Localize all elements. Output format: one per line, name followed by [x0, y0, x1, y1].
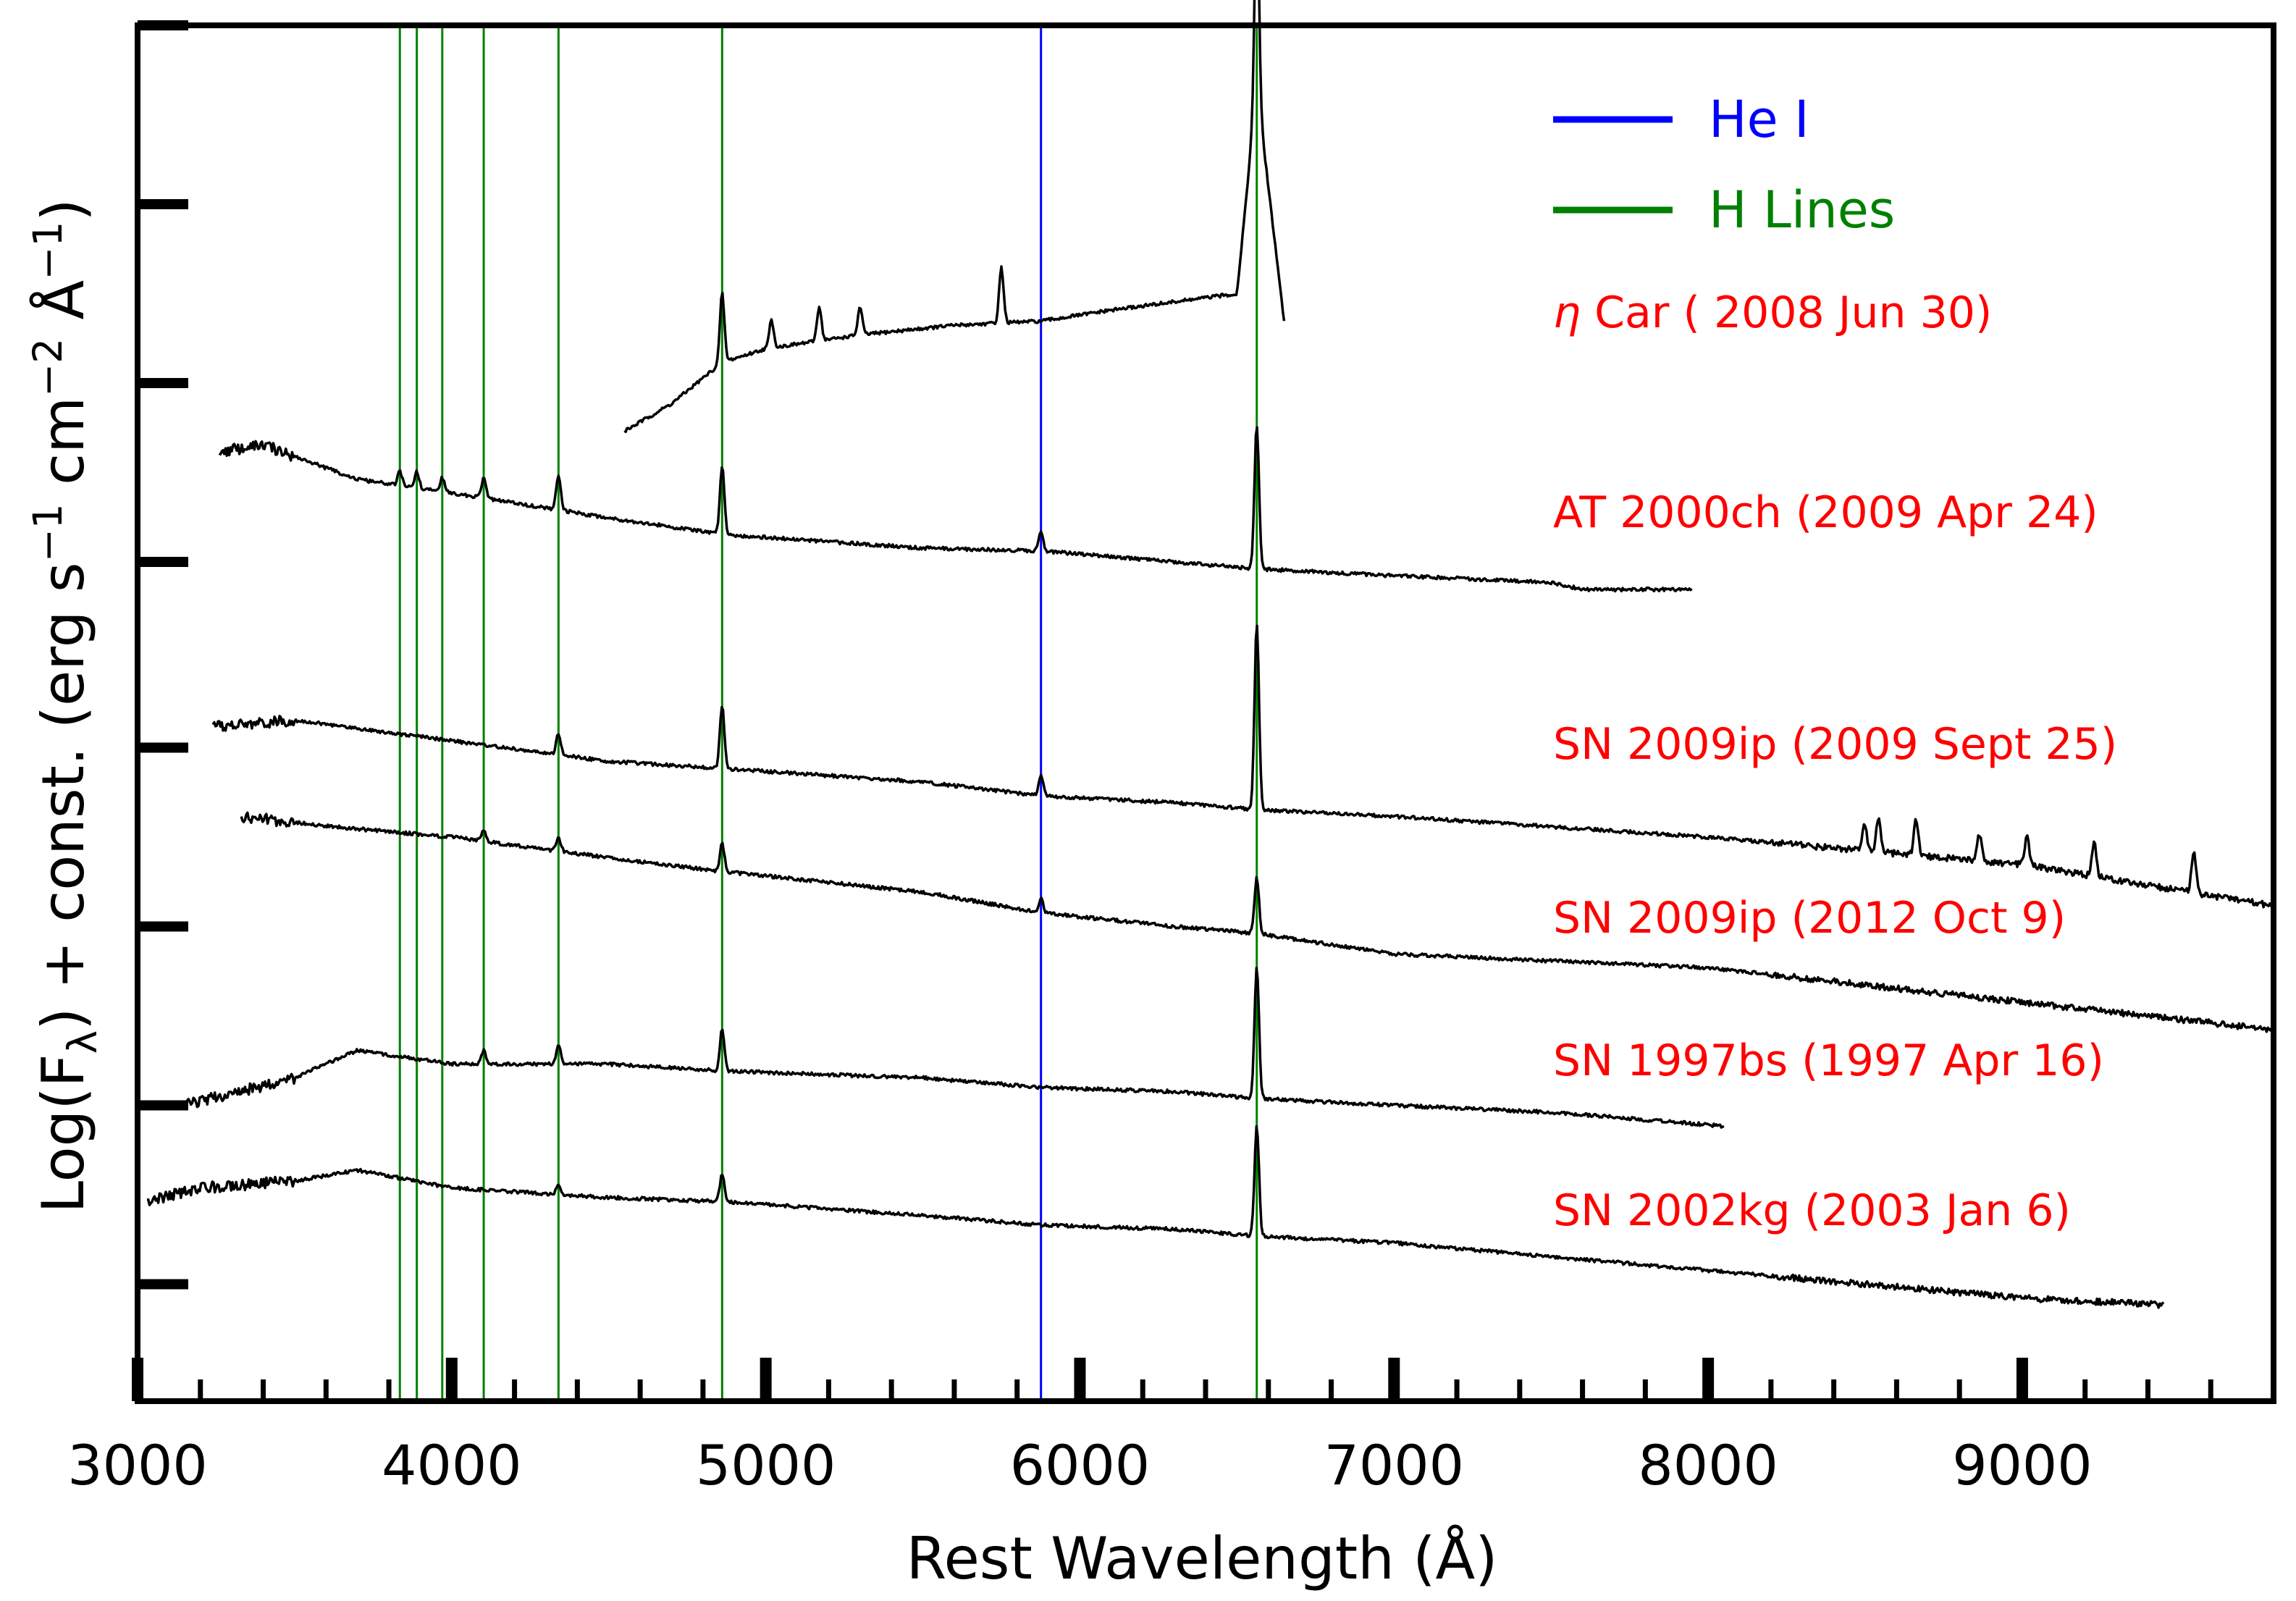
y-axis-label: Log(Fλ) + const. (erg s−1 cm−2 Å−1) — [25, 198, 106, 1213]
x-tick-label-3000: 3000 — [67, 1433, 207, 1497]
spectrum-sn2009ip-2009 — [211, 624, 2275, 909]
series-label-sn2009ip-2012: SN 2009ip (2012 Oct 9) — [1553, 893, 2066, 944]
spectrum-at2000ch — [218, 426, 1693, 593]
x-tick-label-6000: 6000 — [1010, 1433, 1150, 1497]
series-label-sn2009ip-2009: SN 2009ip (2009 Sept 25) — [1553, 719, 2117, 770]
reference-lines — [398, 25, 1258, 1401]
x-tick-label-5000: 5000 — [696, 1433, 836, 1497]
x-axis-tick-labels: 3000 4000 5000 6000 7000 8000 9000 — [67, 1433, 2092, 1497]
x-tick-label-7000: 7000 — [1324, 1433, 1464, 1497]
x-tick-label-9000: 9000 — [1952, 1433, 2092, 1497]
legend: He I H Lines — [1553, 90, 1895, 240]
x-axis-label: Rest Wavelength (Å) — [907, 1524, 1498, 1592]
x-tick-label-8000: 8000 — [1638, 1433, 1778, 1497]
x-axis-ticks — [132, 1358, 2276, 1401]
series-labels: η Car ( 2008 Jun 30) AT 2000ch (2009 Apr… — [1553, 287, 2117, 1236]
spectrum-sn2002kg — [146, 1125, 2165, 1309]
spectrum-sn1997bs — [183, 967, 1725, 1129]
x-tick-label-4000: 4000 — [382, 1433, 521, 1497]
y-axis-ticks — [138, 20, 188, 1290]
series-label-eta-car: η Car ( 2008 Jun 30) — [1553, 287, 1992, 338]
spectrum-sn2009ip-2012 — [240, 811, 2274, 1033]
series-label-sn2002kg: SN 2002kg (2003 Jan 6) — [1553, 1185, 2071, 1236]
series-label-at2000ch: AT 2000ch (2009 Apr 24) — [1553, 487, 2098, 538]
series-label-eta-symbol: η — [1553, 287, 1581, 338]
series-label-eta-rest: Car ( 2008 Jun 30) — [1581, 287, 1992, 338]
series-label-sn1997bs: SN 1997bs (1997 Apr 16) — [1553, 1035, 2104, 1086]
spectrum-eta-car — [623, 0, 1286, 434]
spectra-series — [146, 0, 2275, 1309]
legend-he-i-label: He I — [1709, 90, 1809, 149]
legend-h-lines-label: H Lines — [1709, 180, 1895, 240]
